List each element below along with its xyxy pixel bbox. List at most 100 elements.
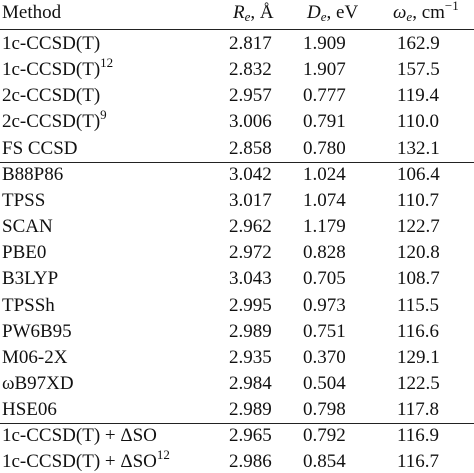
value-cell: 1.024	[303, 163, 346, 185]
value-cell: 0.973	[303, 294, 346, 316]
method: 2c-CCSD(T)	[2, 85, 101, 107]
method: SCAN	[2, 216, 53, 238]
rule	[0, 423, 474, 424]
header-unit: , eV	[326, 2, 359, 23]
value-cell: 2.989	[229, 320, 272, 342]
value-cell: 0.792	[303, 425, 346, 447]
method-cell: TPSS	[2, 190, 45, 212]
value-cell: 1.074	[303, 189, 346, 211]
header-cell: ωe, cm−1	[393, 0, 459, 24]
value-cell: 2.935	[229, 346, 272, 368]
value-cell: 108.7	[397, 268, 440, 290]
value-cell: 2.957	[229, 85, 272, 107]
value-cell: 2.995	[229, 294, 272, 316]
header-main: D	[307, 2, 321, 23]
value-cell: 116.7	[397, 451, 440, 473]
rule	[0, 29, 474, 30]
value-cell: 2.989	[229, 399, 272, 421]
method-cell: SCAN	[2, 216, 53, 238]
method-cell: 2c-CCSD(T)9	[2, 108, 107, 133]
value-cell: 0.751	[303, 320, 346, 342]
header-unit: , Å	[250, 2, 274, 23]
method: 1c-CCSD(T) + ΔSO	[2, 451, 157, 473]
value-cell: 122.5	[397, 372, 440, 394]
value-cell: 2.984	[229, 372, 272, 394]
method-cell: PW6B95	[2, 321, 72, 343]
method-cell: HSE06	[2, 399, 57, 421]
value-cell: 3.042	[229, 163, 272, 185]
value-cell: 2.972	[229, 242, 272, 264]
value-cell: 0.705	[303, 268, 346, 290]
method: B3LYP	[2, 268, 59, 290]
rule	[0, 162, 474, 163]
value-cell: 120.8	[397, 242, 440, 264]
method: TPSS	[2, 189, 46, 211]
method: PBE0	[2, 242, 47, 264]
header-sub: e	[406, 9, 413, 24]
value-cell: 2.965	[229, 425, 272, 447]
value-cell: 116.6	[397, 320, 440, 342]
method-cell: 2c-CCSD(T)	[2, 85, 100, 107]
value-cell: 116.9	[397, 425, 440, 447]
value-cell: 1.909	[303, 33, 346, 54]
method-cell: B3LYP	[2, 268, 58, 290]
header-sub: e	[244, 9, 251, 24]
value-cell: 2.986	[229, 451, 272, 473]
method: FS CCSD	[2, 137, 78, 159]
value-cell: 0.791	[303, 111, 346, 133]
value-cell: 119.4	[397, 85, 440, 107]
value-cell: 3.017	[229, 189, 272, 211]
value-cell: 0.780	[303, 137, 346, 159]
value-cell: 110.7	[397, 189, 440, 211]
method-cell: ωB97XD	[2, 373, 74, 395]
method: PW6B95	[2, 320, 72, 342]
value-cell: 110.0	[397, 111, 440, 133]
value-cell: 0.854	[303, 451, 346, 473]
value-cell: 117.8	[397, 399, 440, 421]
value-cell: 0.798	[303, 399, 346, 421]
method-cell: 1c-CCSD(T)	[2, 33, 100, 55]
value-cell: 106.4	[397, 163, 440, 185]
method: B88P86	[2, 163, 64, 185]
header-main: ω	[393, 2, 407, 23]
value-cell: 2.832	[229, 59, 272, 81]
header-cell: Re, Å	[233, 2, 274, 24]
header-sup: −1	[444, 0, 459, 13]
header-cell: Method	[2, 2, 61, 24]
method-cell: 1c-CCSD(T) + ΔSO12	[2, 448, 170, 473]
value-cell: 0.777	[303, 85, 346, 107]
method: 2c-CCSD(T)	[2, 111, 101, 133]
header-sub: e	[320, 9, 327, 24]
value-cell: 162.9	[397, 33, 440, 54]
method-cell: 1c-CCSD(T)12	[2, 56, 113, 81]
value-cell: 2.962	[229, 216, 272, 238]
method-cell: B88P86	[2, 164, 63, 186]
method: ωB97XD	[2, 372, 74, 394]
method: M06-2X	[2, 346, 68, 368]
value-cell: 2.858	[229, 137, 272, 159]
reference: 12	[156, 447, 170, 463]
method: 1c-CCSD(T) + ΔSO	[2, 425, 157, 447]
method: HSE06	[2, 399, 57, 421]
value-cell: 0.504	[303, 372, 346, 394]
method-cell: 1c-CCSD(T) + ΔSO	[2, 425, 157, 447]
header-main: Method	[2, 2, 62, 23]
method: 1c-CCSD(T)	[2, 59, 101, 81]
value-cell: 2.817	[229, 33, 272, 54]
method-cell: PBE0	[2, 242, 46, 264]
method: TPSSh	[2, 294, 55, 316]
value-cell: 157.5	[397, 59, 440, 81]
reference: 9	[100, 107, 107, 123]
method-cell: FS CCSD	[2, 138, 78, 160]
value-cell: 129.1	[397, 346, 440, 368]
value-cell: 3.006	[229, 111, 272, 133]
value-cell: 0.370	[303, 346, 346, 368]
header-cell: De, eV	[307, 2, 358, 24]
value-cell: 3.043	[229, 268, 272, 290]
value-cell: 1.907	[303, 59, 346, 81]
value-cell: 1.179	[303, 216, 346, 238]
header-main: R	[233, 2, 245, 23]
reference: 12	[100, 55, 114, 71]
method-cell: M06-2X	[2, 347, 67, 369]
